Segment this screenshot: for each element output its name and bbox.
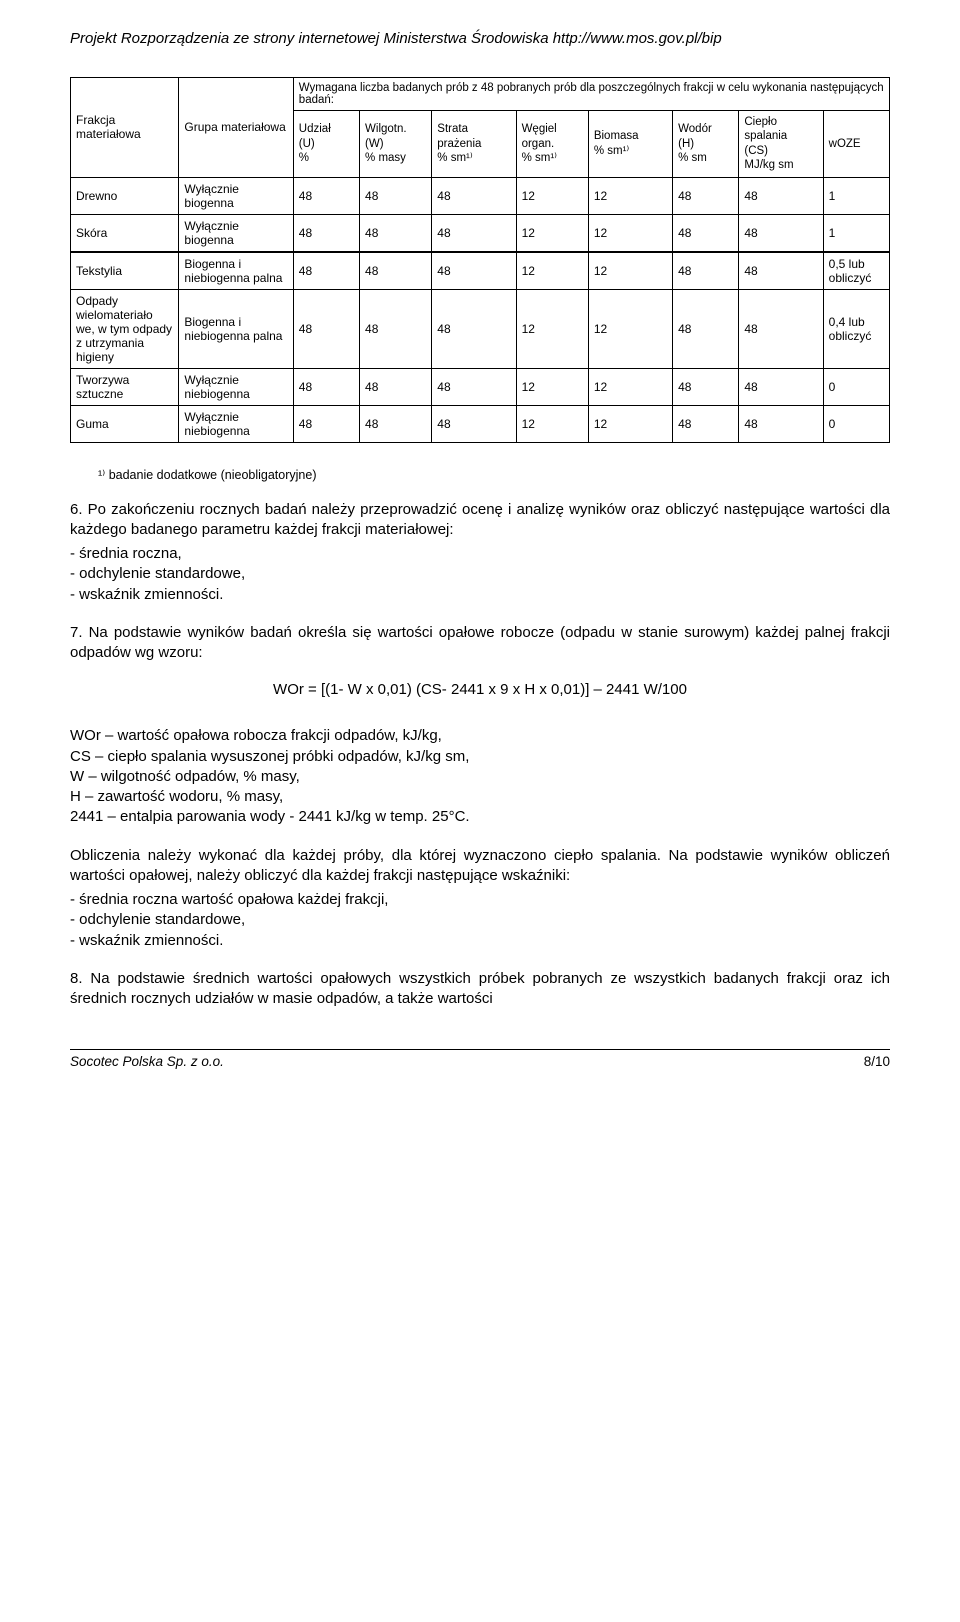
footer-company: Socotec Polska Sp. z o.o. bbox=[70, 1054, 224, 1069]
col-udzial: Udział(U)% bbox=[293, 111, 359, 178]
page-footer: Socotec Polska Sp. z o.o. 8/10 bbox=[70, 1049, 890, 1069]
table-row: Drewno Wyłącznie biogenna 48 48 48 12 12… bbox=[71, 177, 890, 214]
table-row: Skóra Wyłącznie biogenna 48 48 48 12 12 … bbox=[71, 214, 890, 251]
col-strata: Strata prażenia% sm¹⁾ bbox=[432, 111, 516, 178]
paragraph-6b: - odchylenie standardowe, bbox=[70, 564, 890, 584]
parameters-table-b: Tekstylia Biogenna i niebiogenna palna 4… bbox=[70, 252, 890, 443]
table-footnote: ¹⁾ badanie dodatkowe (nieobligatoryjne) bbox=[98, 467, 890, 482]
formula: WOr = [(1- W x 0,01) (CS- 2441 x 9 x H x… bbox=[70, 681, 890, 698]
def-3: H – zawartość wodoru, % masy, bbox=[70, 787, 890, 807]
def-2: W – wilgotność odpadów, % masy, bbox=[70, 767, 890, 787]
table-row: Guma Wyłącznie niebiogenna 48 48 48 12 1… bbox=[71, 405, 890, 442]
paragraph-6a: - średnia roczna, bbox=[70, 544, 890, 564]
col-wilg: Wilgotn.(W)% masy bbox=[360, 111, 432, 178]
table-row: Odpady wielomateriało we, w tym odpady z… bbox=[71, 289, 890, 368]
col-frakcja: Frakcja materiałowa bbox=[71, 78, 179, 178]
paragraph-obl-c: - wskaźnik zmienności. bbox=[70, 931, 890, 951]
col-woze: wOZE bbox=[823, 111, 889, 178]
parameters-table: Frakcja materiałowa Grupa materiałowa Wy… bbox=[70, 77, 890, 252]
paragraph-obl-b: - odchylenie standardowe, bbox=[70, 910, 890, 930]
paragraph-obl-a: - średnia roczna wartość opałowa każdej … bbox=[70, 890, 890, 910]
def-0: WOr – wartość opałowa robocza frakcji od… bbox=[70, 726, 890, 746]
col-grupa: Grupa materiałowa bbox=[179, 78, 293, 178]
paragraph-8: 8. Na podstawie średnich wartości opałow… bbox=[70, 969, 890, 1010]
col-wodor: Wodór(H)% sm bbox=[673, 111, 739, 178]
paragraph-obl: Obliczenia należy wykonać dla każdej pró… bbox=[70, 846, 890, 887]
paragraph-6: 6. Po zakończeniu rocznych badań należy … bbox=[70, 500, 890, 541]
table-caption: Wymagana liczba badanych prób z 48 pobra… bbox=[293, 78, 889, 111]
page-header: Projekt Rozporządzenia ze strony interne… bbox=[70, 30, 890, 47]
footer-page-number: 8/10 bbox=[864, 1054, 890, 1069]
def-4: 2441 – entalpia parowania wody - 2441 kJ… bbox=[70, 807, 890, 827]
col-cieplo: Ciepło spalania(CS)MJ/kg sm bbox=[739, 111, 823, 178]
col-biomasa: Biomasa% sm¹⁾ bbox=[588, 111, 672, 178]
col-wegiel: Węgiel organ.% sm¹⁾ bbox=[516, 111, 588, 178]
paragraph-6c: - wskaźnik zmienności. bbox=[70, 585, 890, 605]
table-row: Tekstylia Biogenna i niebiogenna palna 4… bbox=[71, 252, 890, 289]
table-row: Tworzywa sztuczne Wyłącznie niebiogenna … bbox=[71, 368, 890, 405]
def-1: CS – ciepło spalania wysuszonej próbki o… bbox=[70, 747, 890, 767]
paragraph-7: 7. Na podstawie wyników badań określa si… bbox=[70, 623, 890, 664]
